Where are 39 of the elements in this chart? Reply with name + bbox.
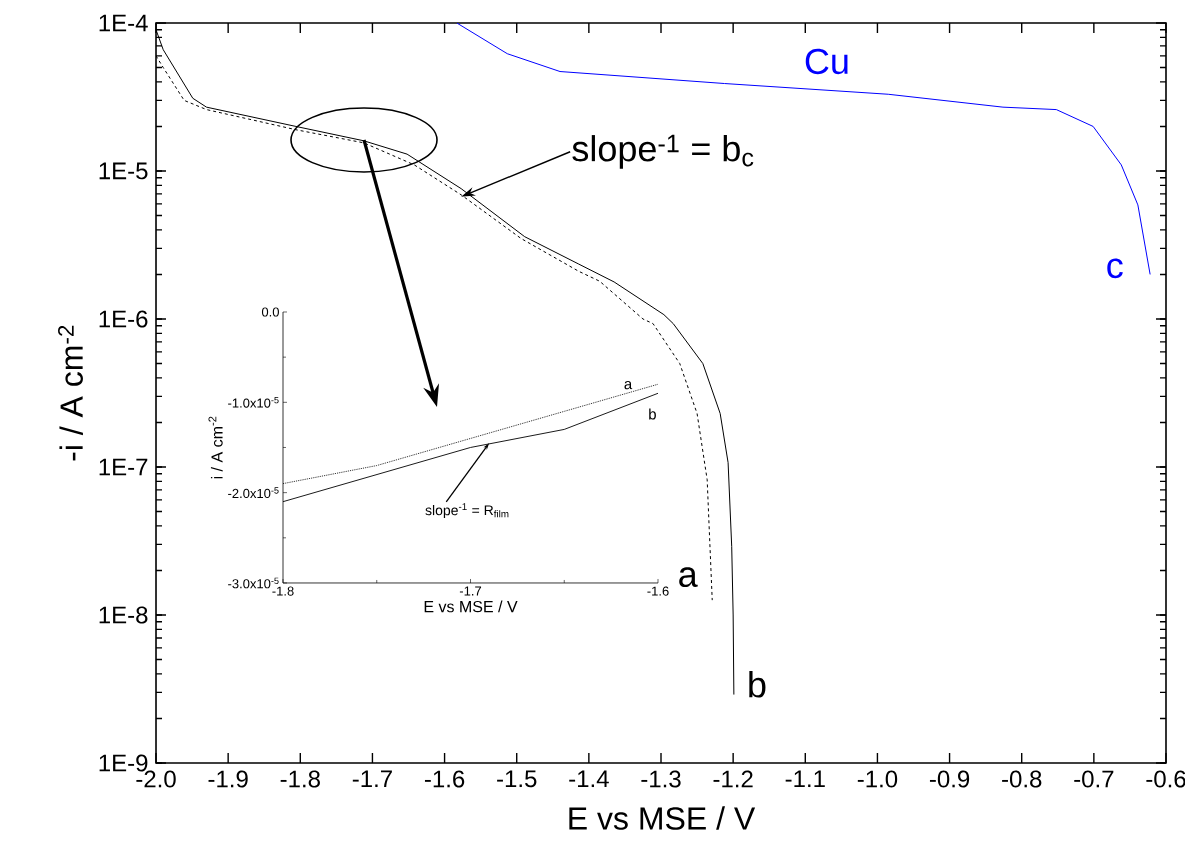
x-tick-label: -1.8 bbox=[272, 586, 294, 596]
x-tick-label: -1.7 bbox=[352, 770, 392, 788]
annotation: Cu bbox=[805, 48, 848, 75]
annotation: a bbox=[679, 567, 698, 588]
y-tick-label: -2.0x10$^{-5}$ bbox=[228, 487, 279, 499]
x-tick-label: -1.8 bbox=[280, 770, 320, 788]
annotation: c bbox=[1107, 258, 1123, 279]
x-tick-label: -0.9 bbox=[929, 770, 970, 788]
y-tick-label: -1.0x10$^{-5}$ bbox=[228, 396, 279, 408]
x-tick-label: -1.5 bbox=[497, 770, 537, 788]
x-tick-label: -0.7 bbox=[1074, 770, 1114, 788]
x-tick-label: -1.4 bbox=[569, 770, 609, 788]
annotation: a bbox=[624, 381, 633, 390]
x-tick-label: -1.0 bbox=[857, 770, 898, 788]
y-tick-label: 1E-5 bbox=[99, 162, 148, 180]
x-tick-label: -1.7 bbox=[459, 586, 482, 596]
y-tick-label: 1E-6 bbox=[99, 310, 148, 328]
annotation: slope$^{-1}$ = b$_{c}$ bbox=[572, 134, 754, 169]
x-tick-label: -1.3 bbox=[641, 770, 681, 788]
x-tick-label: -1.9 bbox=[208, 770, 248, 788]
x-tick-label: -1.2 bbox=[713, 770, 753, 788]
annotation: slope$^{-1}$ = R$_{film}$ bbox=[425, 503, 509, 519]
x-tick-label: -1.6 bbox=[424, 770, 465, 788]
y-axis-title: i / A cm$^{-2}$ bbox=[208, 416, 223, 479]
x-axis-title: E vs MSE / V bbox=[424, 600, 518, 613]
y-axis-title: -i / A cm$^{-2}$ bbox=[58, 325, 83, 461]
y-tick-label: 1E-7 bbox=[99, 458, 148, 476]
annotation: b bbox=[749, 671, 766, 698]
x-tick-label: -1.6 bbox=[647, 586, 669, 596]
y-tick-label: 1E-9 bbox=[99, 754, 148, 772]
y-tick-label: 1E-8 bbox=[99, 606, 148, 624]
x-axis-title: E vs MSE / V bbox=[569, 806, 756, 830]
x-tick-label: -0.6 bbox=[1146, 770, 1185, 788]
x-tick-label: -2.0 bbox=[136, 770, 176, 788]
annotation: b bbox=[649, 408, 656, 420]
x-tick-label: -0.8 bbox=[1002, 770, 1042, 788]
y-tick-label: 1E-4 bbox=[99, 14, 148, 32]
x-tick-label: -1.1 bbox=[785, 770, 825, 788]
y-tick-label: 0.0 bbox=[261, 307, 279, 317]
